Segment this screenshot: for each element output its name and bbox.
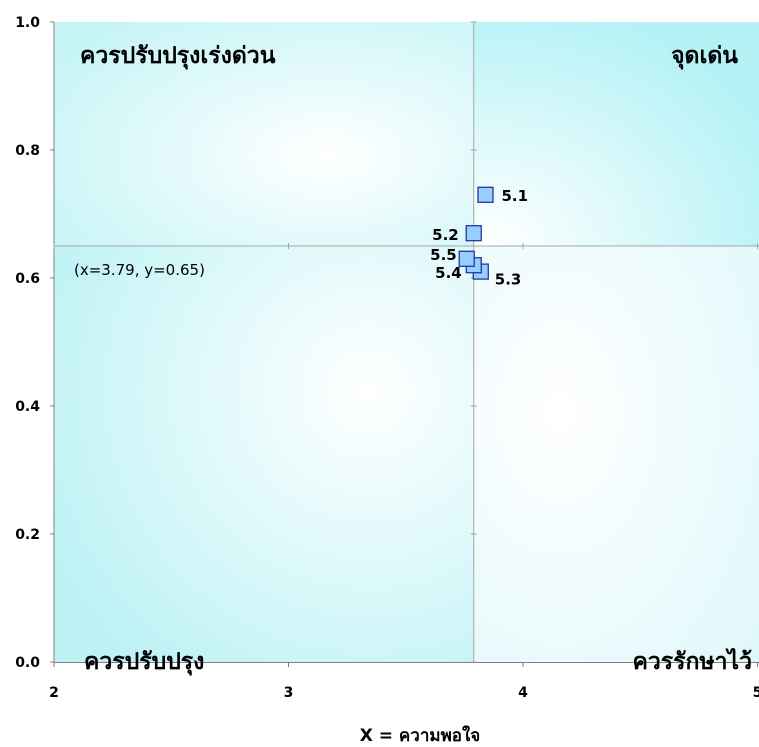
- y-tick-label: 0.0: [15, 655, 40, 671]
- y-tick-label: 1.0: [15, 15, 40, 31]
- x-axis-title: X = ความพอใจ: [360, 725, 481, 746]
- quadrant-bottom-right-bg: [474, 246, 759, 662]
- point-label-5.2: 5.2: [432, 226, 459, 244]
- x-tick-label: 3: [284, 685, 294, 701]
- y-tick-label: 0.2: [15, 527, 40, 543]
- plot-area: [54, 22, 759, 662]
- quadrant-top-left-bg: [54, 22, 474, 246]
- axes: [53, 22, 759, 663]
- quadrant-top-right-bg: [474, 22, 759, 246]
- reference-lines-label: (x=3.79, y=0.65): [74, 261, 205, 279]
- quadrant-label-bottom-left: ควรปรับปรุง: [84, 649, 204, 676]
- y-tick-label: 0.6: [15, 271, 40, 287]
- quadrant-label-bottom-right: ควรรักษาไว้: [633, 647, 753, 675]
- quadrant-label-top-right: จุดเด่น: [671, 43, 738, 70]
- point-label-5.5: 5.5: [430, 246, 457, 264]
- point-label-5.1: 5.1: [501, 187, 528, 205]
- data-points: 5.1 5.2 5.3 5.45.5: [430, 186, 528, 289]
- point-label-5.4: 5.4: [435, 264, 462, 282]
- x-tick-label: 4: [518, 685, 528, 701]
- quadrant-label-top-left: ควรปรับปรุงเร่งด่วน: [80, 43, 276, 70]
- point-marker-5.5: [458, 250, 475, 267]
- point-marker-5.1: [477, 186, 494, 203]
- point-marker-5.2: [465, 225, 482, 242]
- quadrant-bottom-left-bg: [54, 246, 474, 662]
- reference-lines: [54, 22, 759, 662]
- x-tick-label: 5: [753, 685, 759, 701]
- point-label-5.3: 5.3: [495, 271, 522, 289]
- y-tick-label: 0.4: [15, 399, 40, 415]
- x-tick-label: 2: [49, 685, 59, 701]
- y-tick-label: 0.8: [15, 143, 40, 159]
